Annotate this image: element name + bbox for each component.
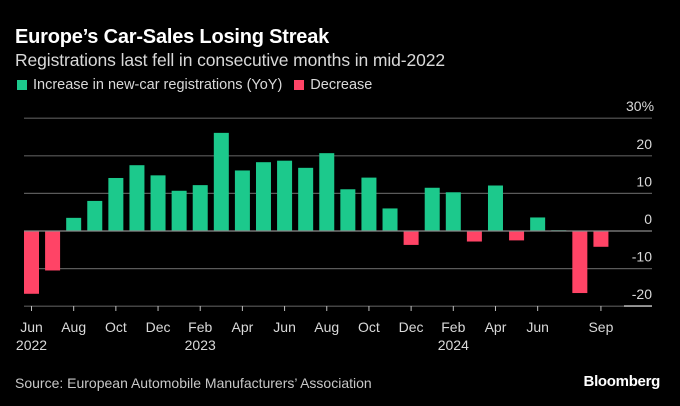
x-tick-label: Feb [441, 319, 465, 335]
x-tick-year-label: 2023 [185, 337, 216, 353]
bar [66, 217, 82, 231]
y-tick-label: 0 [644, 211, 652, 227]
bar [530, 217, 546, 231]
x-axis: Jun 2022 Aug Oct Dec Feb 2023 Apr Jun Aug Oct Dec Fe… [16, 306, 614, 353]
bar [593, 231, 609, 247]
y-axis: 30% 20 10 0 -10 -20 [624, 98, 654, 307]
x-tick-label: Aug [314, 319, 339, 335]
y-tick-label: 10 [636, 173, 652, 189]
bar [403, 231, 419, 245]
bar [45, 231, 61, 271]
x-tick-year-label: 2024 [438, 337, 469, 353]
bloomberg-logo: Bloomberg [583, 373, 661, 390]
x-tick-label: Apr [232, 319, 254, 335]
x-tick-label: Oct [358, 319, 380, 335]
bar [213, 132, 229, 231]
bar [192, 185, 208, 231]
bar [129, 165, 145, 231]
bars [24, 132, 609, 294]
x-tick-label: Jun [526, 319, 549, 335]
legend-swatch-increase [17, 80, 27, 90]
bar [171, 190, 187, 231]
bar [509, 231, 525, 241]
y-tick-label: 20 [636, 136, 652, 152]
bar [572, 231, 588, 294]
legend-label-decrease: Decrease [310, 77, 373, 93]
bar [108, 177, 124, 231]
y-tick-label: -10 [632, 249, 652, 265]
x-tick-label: Sep [588, 319, 613, 335]
bar [445, 192, 461, 231]
x-tick-label: Dec [146, 319, 171, 335]
y-tick-label: 30% [626, 98, 654, 114]
x-tick-label: Apr [485, 319, 507, 335]
bar [24, 231, 39, 294]
source-note: Source: European Automobile Manufacturer… [15, 375, 372, 391]
bar [255, 162, 271, 231]
legend-item-increase: Increase in new-car registrations (YoY) [17, 77, 282, 93]
bar [277, 160, 293, 231]
bar [298, 167, 314, 231]
x-tick-label: Jun [273, 319, 296, 335]
bar [87, 200, 103, 231]
bar [361, 177, 377, 231]
x-tick-label: Dec [399, 319, 424, 335]
x-tick-label: Oct [105, 319, 127, 335]
chart-title: Europe’s Car-Sales Losing Streak [15, 26, 330, 48]
x-tick-label: Aug [61, 319, 86, 335]
bar [150, 175, 166, 231]
y-tick-label: -20 [632, 286, 652, 302]
legend-item-decrease: Decrease [294, 77, 372, 93]
bar [340, 189, 356, 231]
x-tick-label: Jun [20, 319, 43, 335]
x-tick-label: Feb [188, 319, 212, 335]
legend-label-increase: Increase in new-car registrations (YoY) [33, 77, 283, 93]
legend-swatch-decrease [294, 80, 305, 90]
bar [382, 208, 398, 231]
bar [234, 170, 250, 231]
x-tick-year-label: 2022 [16, 337, 47, 353]
bar [466, 231, 482, 242]
gridlines [24, 117, 652, 307]
bar [424, 187, 440, 231]
legend: Increase in new-car registrations (YoY) … [17, 77, 384, 93]
bar [319, 153, 335, 231]
chart-subtitle: Registrations last fell in consecutive m… [15, 50, 446, 70]
bar [487, 185, 503, 231]
